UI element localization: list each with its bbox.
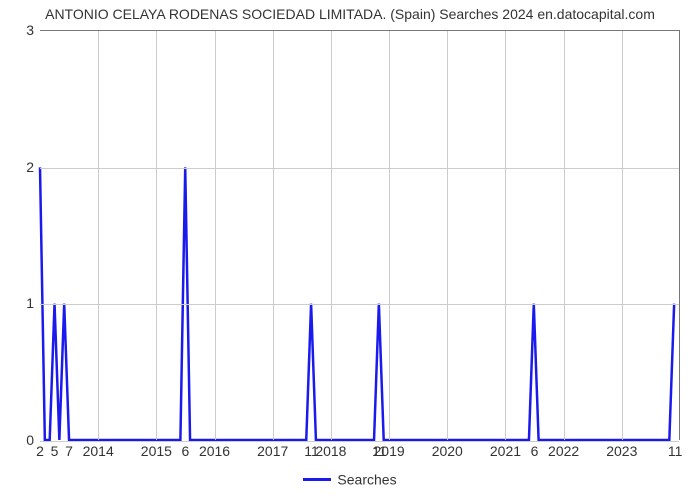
gridline-v <box>389 31 390 440</box>
x-data-label: 11 <box>668 443 683 459</box>
plot-area <box>40 30 680 440</box>
x-year-label: 2022 <box>548 443 579 459</box>
chart-title: ANTONIO CELAYA RODENAS SOCIEDAD LIMITADA… <box>0 6 700 22</box>
x-data-label: 6 <box>531 443 539 459</box>
x-year-label: 2014 <box>83 443 114 459</box>
x-data-label: 11 <box>304 443 319 459</box>
x-year-label: 2020 <box>432 443 463 459</box>
gridline-v <box>156 31 157 440</box>
x-year-label: 2018 <box>315 443 346 459</box>
legend-label: Searches <box>337 471 396 487</box>
x-year-label: 2021 <box>490 443 521 459</box>
x-data-label: 5 <box>51 443 59 459</box>
x-year-label: 2023 <box>606 443 637 459</box>
y-tick-label: 0 <box>0 432 34 448</box>
x-data-label: 7 <box>65 443 73 459</box>
gridline-h <box>40 304 679 305</box>
x-data-label: 2 <box>36 443 44 459</box>
gridline-v <box>273 31 274 440</box>
x-year-label: 2016 <box>199 443 230 459</box>
y-tick-label: 2 <box>0 159 34 175</box>
x-year-label: 2017 <box>257 443 288 459</box>
y-tick-label: 3 <box>0 22 34 38</box>
gridline-v <box>331 31 332 440</box>
y-tick-label: 1 <box>0 295 34 311</box>
series-svg <box>40 31 679 440</box>
x-data-label: 11 <box>372 443 387 459</box>
x-data-label: 6 <box>182 443 190 459</box>
gridline-v <box>564 31 565 440</box>
gridline-v <box>447 31 448 440</box>
gridline-v <box>98 31 99 440</box>
legend-swatch <box>303 478 331 481</box>
gridline-h <box>40 168 679 169</box>
gridline-v <box>505 31 506 440</box>
gridline-h <box>40 441 679 442</box>
gridline-v <box>215 31 216 440</box>
chart-container: ANTONIO CELAYA RODENAS SOCIEDAD LIMITADA… <box>0 0 700 500</box>
gridline-v <box>622 31 623 440</box>
x-year-label: 2015 <box>141 443 172 459</box>
legend: Searches <box>0 470 700 487</box>
